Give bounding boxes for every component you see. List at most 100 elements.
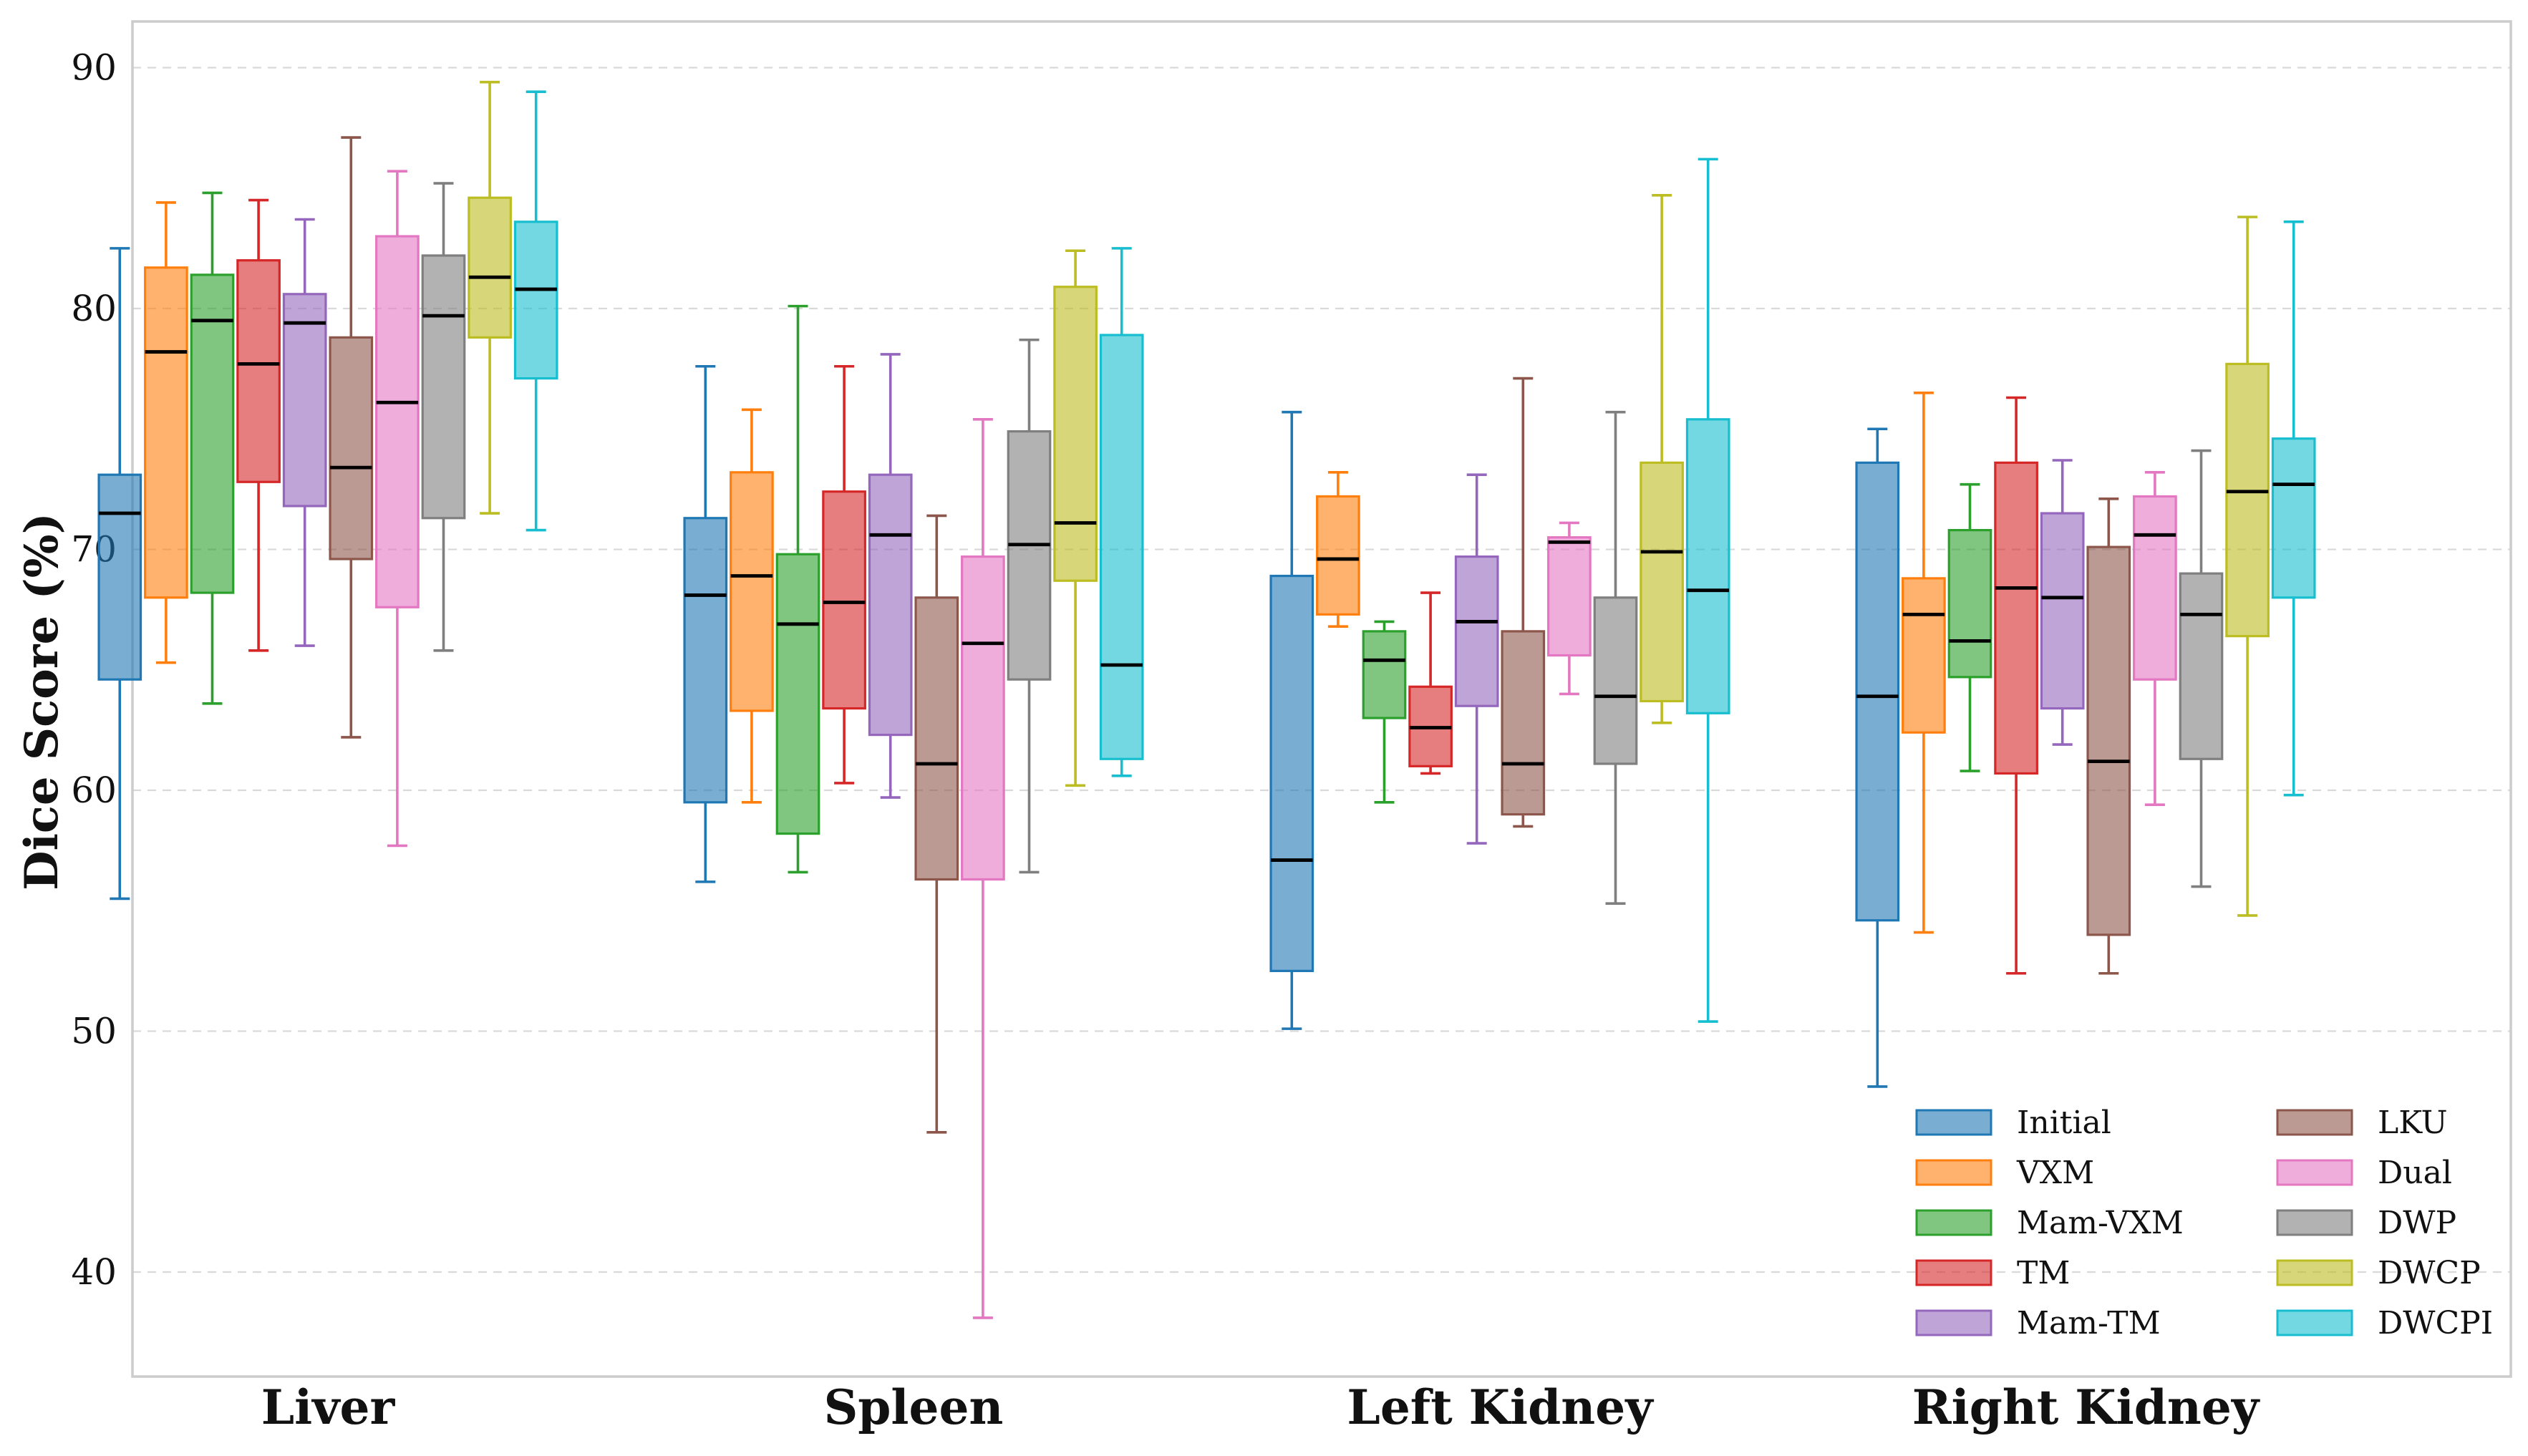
legend-label: Mam-TM — [2017, 1305, 2161, 1341]
legend-item-dual: Dual — [2276, 1155, 2452, 1191]
iqr-box — [190, 273, 235, 594]
iqr-box — [1547, 536, 1592, 657]
iqr-box — [1362, 630, 1407, 719]
iqr-box — [421, 254, 466, 520]
iqr-box — [1593, 596, 1638, 765]
legend-item-mam-vxm: Mam-VXM — [1915, 1205, 2184, 1241]
iqr-box — [2086, 545, 2131, 936]
iqr-box — [2179, 572, 2224, 760]
iqr-box — [468, 196, 512, 339]
series-dwcpi — [513, 90, 2316, 1023]
category-label-left-kidney: Left Kidney — [1347, 1379, 1654, 1435]
plot-frame — [131, 20, 2512, 1378]
iqr-box — [144, 266, 188, 599]
box-mam-tm-right-kidney — [2040, 459, 2085, 746]
box-initial-right-kidney — [1855, 427, 1900, 1088]
legend-item-dwp: DWP — [2276, 1205, 2456, 1241]
box-mam-tm-left-kidney — [1454, 473, 1499, 845]
box-plot-series — [97, 80, 2316, 1319]
legend-swatch — [2276, 1109, 2353, 1136]
y-tick-label-80: 80 — [71, 288, 117, 329]
iqr-box — [282, 293, 327, 508]
legend-swatch — [1915, 1159, 1992, 1186]
iqr-box — [329, 336, 374, 560]
legend-item-vxm: VXM — [1915, 1155, 2094, 1191]
box-tm-right-kidney — [1994, 396, 2038, 975]
box-mam-tm-liver — [282, 218, 327, 647]
series-initial — [97, 247, 1900, 1088]
box-dwcpi-left-kidney — [1685, 157, 1730, 1023]
iqr-box — [822, 490, 866, 710]
series-mam-tm — [282, 218, 2085, 845]
box-lku-right-kidney — [2086, 498, 2131, 975]
box-dual-left-kidney — [1547, 521, 1592, 696]
legend-label: TM — [2017, 1255, 2070, 1291]
iqr-box — [775, 553, 820, 835]
box-initial-left-kidney — [1269, 410, 1314, 1030]
legend-item-tm: TM — [1915, 1255, 2070, 1291]
iqr-box — [961, 555, 1005, 881]
series-tm — [236, 198, 2038, 975]
iqr-box — [1454, 555, 1499, 707]
iqr-box — [1994, 461, 2038, 775]
legend-label: LKU — [2378, 1105, 2448, 1141]
box-initial-spleen — [683, 364, 728, 883]
legend-swatch — [2276, 1259, 2353, 1286]
legend-item-dwcpi: DWCPI — [2276, 1305, 2493, 1341]
legend-label: Initial — [2017, 1105, 2111, 1141]
box-dwcp-spleen — [1053, 249, 1098, 787]
iqr-box — [1501, 630, 1546, 816]
box-dwcpi-spleen — [1099, 247, 1144, 777]
iqr-box — [1316, 495, 1360, 616]
y-tick-label-90: 90 — [71, 47, 117, 89]
box-dual-spleen — [961, 417, 1005, 1319]
series-dwp — [421, 182, 2224, 905]
box-dwcpi-liver — [513, 90, 558, 532]
iqr-box — [730, 471, 774, 712]
category-label-right-kidney: Right Kidney — [1912, 1379, 2260, 1435]
box-lku-spleen — [914, 514, 959, 1134]
y-tick-label-50: 50 — [71, 1011, 117, 1052]
iqr-box — [683, 517, 728, 804]
iqr-box — [2271, 437, 2316, 599]
y-tick-label-40: 40 — [71, 1251, 117, 1293]
iqr-box — [1947, 528, 1992, 679]
iqr-box — [868, 473, 913, 737]
iqr-box — [1640, 461, 1684, 703]
box-vxm-right-kidney — [1902, 391, 1946, 934]
box-dwcp-right-kidney — [2225, 215, 2270, 917]
legend-label: DWP — [2378, 1205, 2456, 1241]
legend-swatch — [1915, 1209, 1992, 1236]
iqr-box — [236, 259, 281, 483]
box-dwp-left-kidney — [1593, 410, 1638, 905]
category-label-spleen: Spleen — [824, 1379, 1004, 1435]
box-vxm-liver — [144, 201, 188, 664]
iqr-box — [2040, 512, 2085, 710]
iqr-box — [914, 596, 959, 881]
box-dwp-spleen — [1007, 338, 1052, 874]
box-lku-liver — [329, 136, 374, 739]
series-vxm — [144, 201, 1946, 934]
box-mam-vxm-left-kidney — [1362, 620, 1407, 804]
box-dwcpi-right-kidney — [2271, 220, 2316, 797]
box-tm-spleen — [822, 364, 866, 785]
box-dwcp-left-kidney — [1640, 194, 1684, 724]
box-initial-liver — [97, 247, 142, 901]
legend-item-lku: LKU — [2276, 1105, 2448, 1141]
y-tick-label-60: 60 — [71, 770, 117, 811]
legend-item-initial: Initial — [1915, 1105, 2111, 1141]
iqr-box — [2225, 362, 2270, 638]
legend-item-dwcp: DWCP — [2276, 1255, 2481, 1291]
legend-label: Dual — [2378, 1155, 2452, 1191]
box-mam-vxm-liver — [190, 191, 235, 705]
box-dual-liver — [375, 170, 420, 848]
legend: Initial VXM Mam-VXM TM Mam-TM LKU Dual DWP DWCP D… — [1915, 1105, 2493, 1341]
box-mam-vxm-right-kidney — [1947, 482, 1992, 772]
legend-swatch — [1915, 1309, 1992, 1336]
series-dual — [375, 170, 2177, 1319]
iqr-box — [1855, 461, 1900, 922]
legend-label: VXM — [2016, 1155, 2094, 1191]
iqr-box — [513, 220, 558, 380]
